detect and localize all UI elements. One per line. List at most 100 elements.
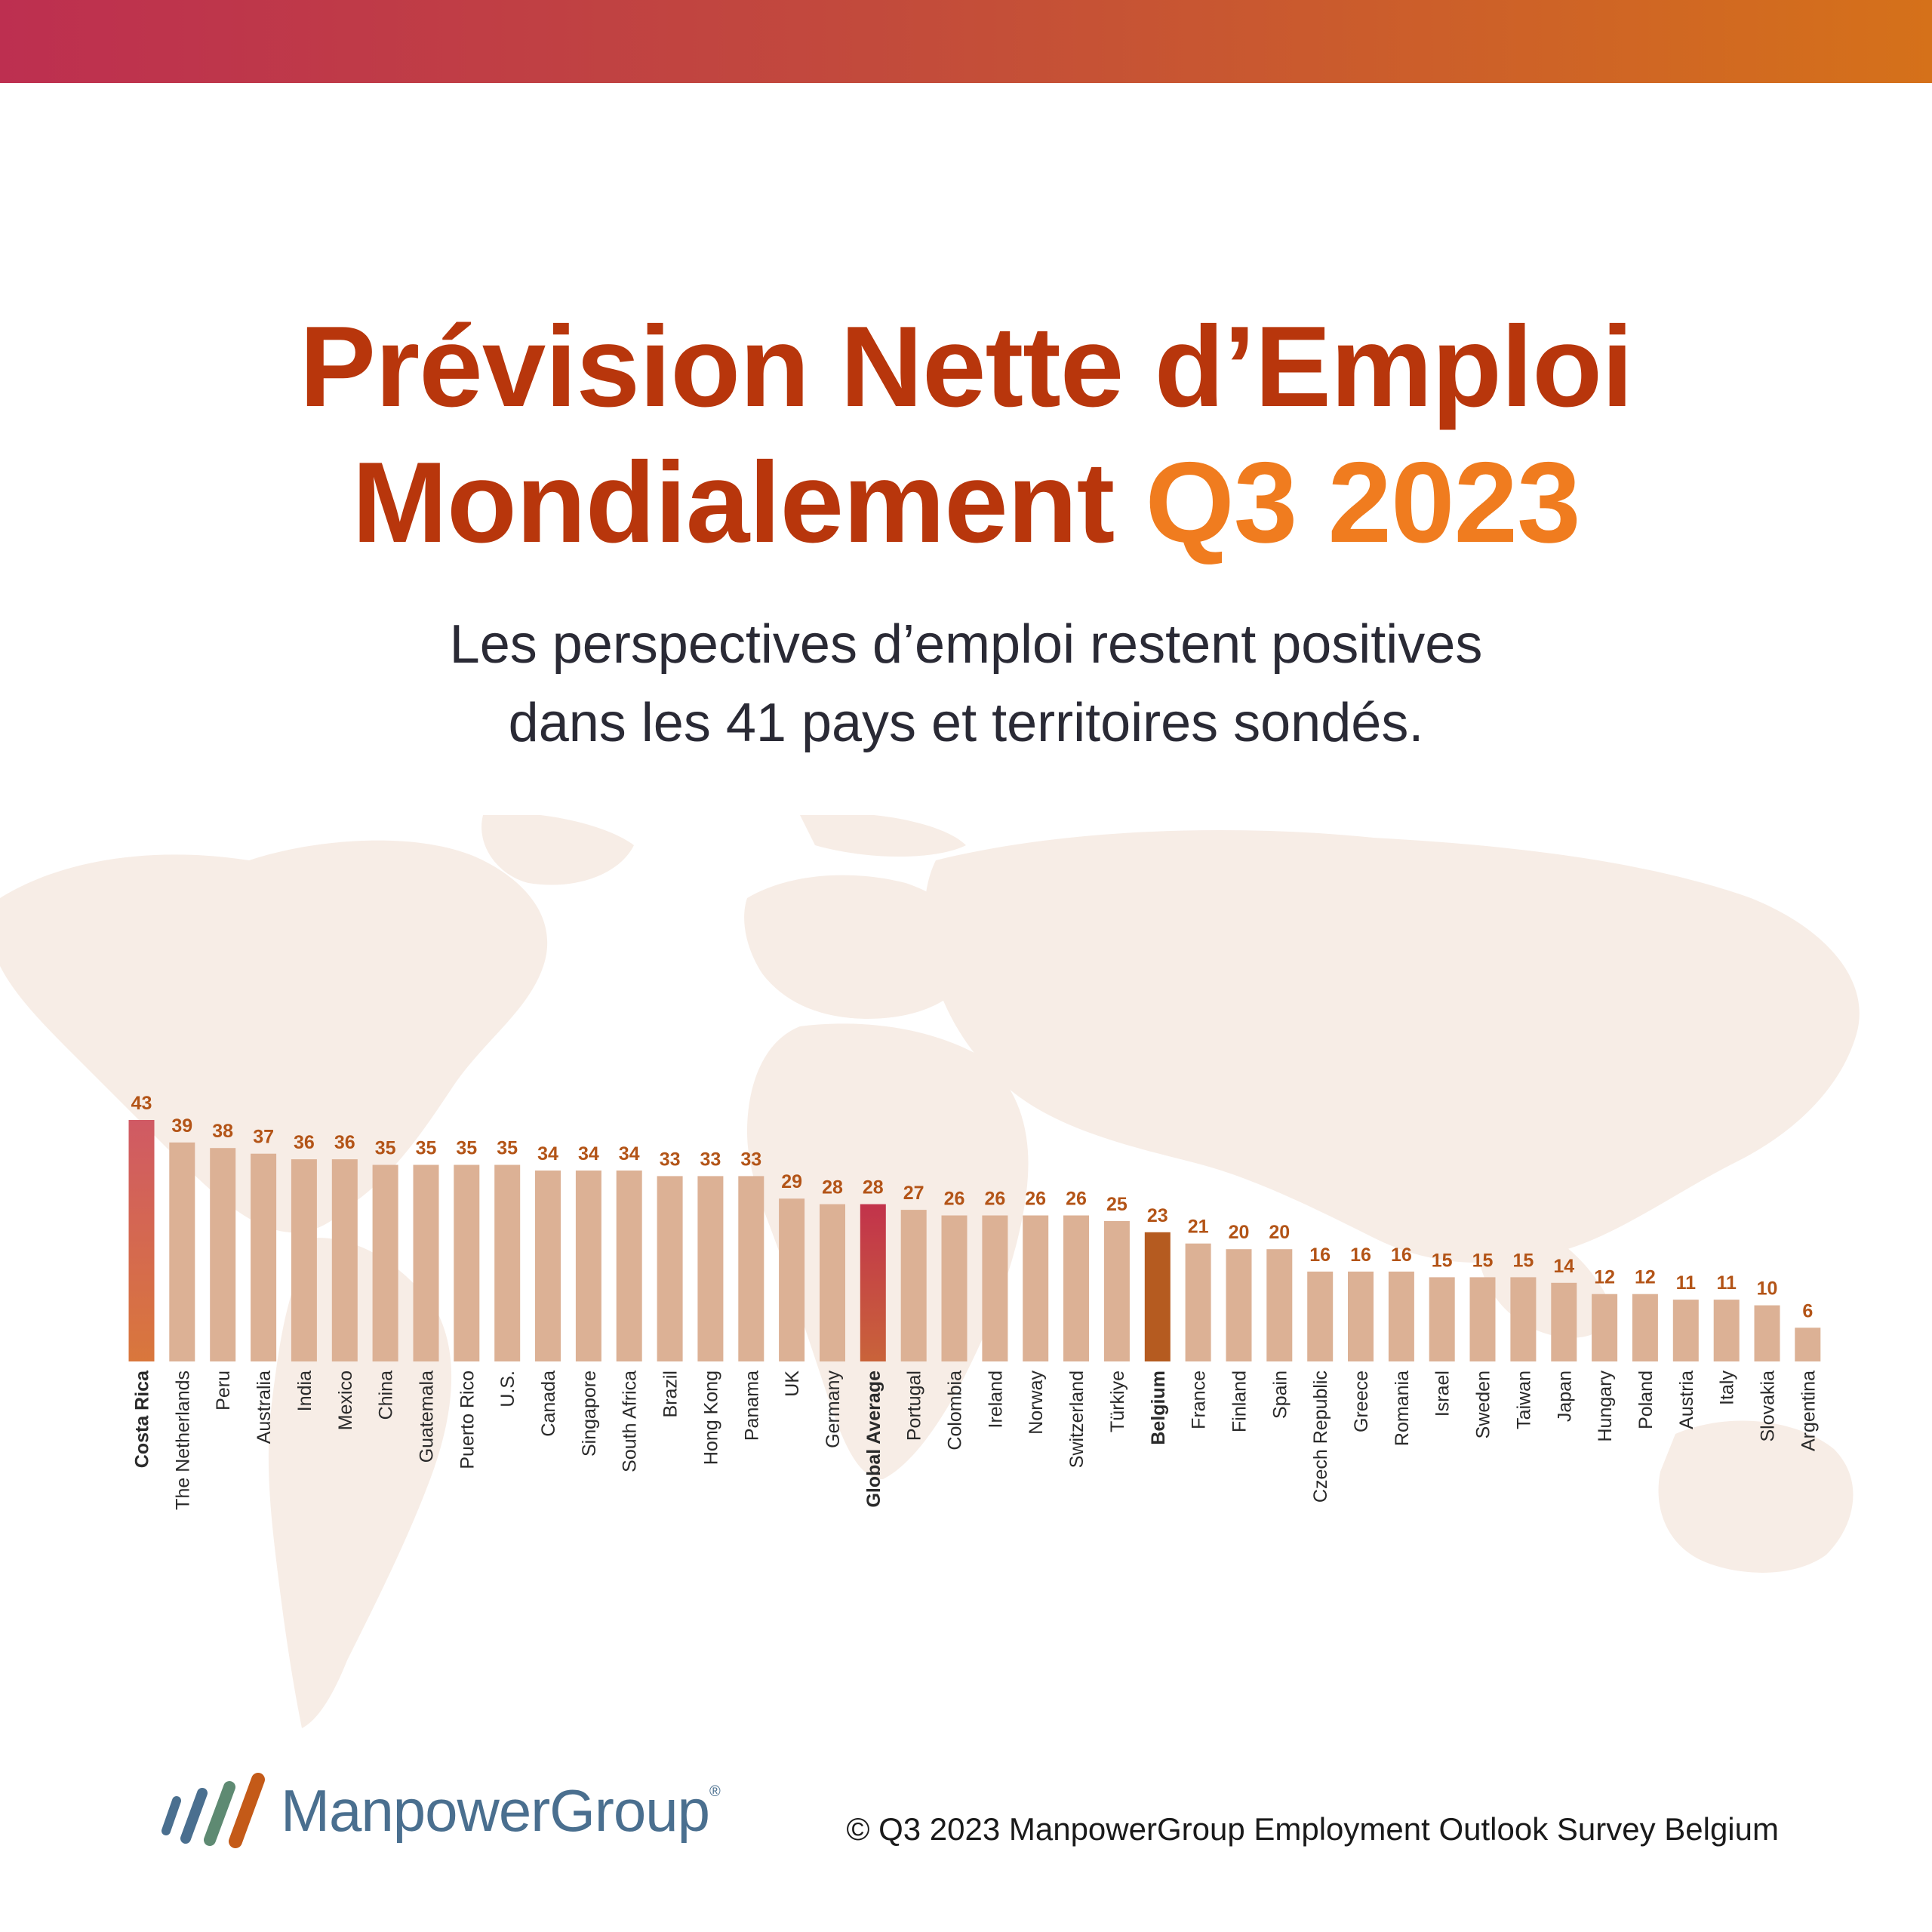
bar-czech-republic (1307, 1271, 1334, 1361)
value-label-italy: 11 (1716, 1272, 1737, 1294)
value-label-portugal: 27 (903, 1183, 924, 1204)
value-label-t-rkiye: 25 (1106, 1194, 1128, 1215)
bar-hungary (1592, 1294, 1618, 1361)
bar-costa-rica (128, 1120, 155, 1361)
value-label-greece: 16 (1350, 1244, 1371, 1266)
bar-france (1185, 1243, 1211, 1361)
bar-norway (1023, 1215, 1049, 1361)
value-label-belgium: 23 (1147, 1205, 1168, 1226)
category-label-global-average: Global Average (863, 1371, 884, 1508)
value-label-finland: 20 (1229, 1222, 1250, 1243)
category-label-italy: Italy (1717, 1371, 1738, 1405)
bar-singapore (575, 1171, 601, 1361)
value-label-costa-rica: 43 (131, 1093, 152, 1114)
category-label-belgium: Belgium (1148, 1371, 1169, 1445)
bar-global-average (860, 1204, 886, 1361)
category-label-japan: Japan (1554, 1371, 1575, 1422)
category-label-taiwan: Taiwan (1513, 1371, 1534, 1429)
value-label-spain: 20 (1269, 1222, 1290, 1243)
bar-canada (535, 1171, 561, 1361)
bar-u-s (494, 1164, 521, 1361)
title-quarter-accent: Q3 2023 (1145, 438, 1580, 567)
value-label-romania: 16 (1391, 1244, 1412, 1266)
value-label-india: 36 (294, 1132, 315, 1153)
value-label-norway: 26 (1025, 1189, 1046, 1210)
value-label-czech-republic: 16 (1309, 1244, 1331, 1266)
bar-finland (1226, 1249, 1252, 1361)
value-label-france: 21 (1188, 1217, 1209, 1238)
bar-india (291, 1159, 317, 1361)
category-label-panama: Panama (741, 1371, 762, 1441)
value-label-sweden: 15 (1472, 1250, 1494, 1271)
bar-portugal (900, 1210, 927, 1361)
value-label-mexico: 36 (334, 1132, 355, 1153)
bar-slovakia (1754, 1305, 1780, 1361)
bar-sweden (1469, 1277, 1496, 1361)
value-label-slovakia: 10 (1757, 1278, 1778, 1300)
category-label-guatemala: Guatemala (417, 1371, 438, 1463)
category-label-sweden: Sweden (1473, 1371, 1494, 1438)
value-label-panama: 33 (740, 1149, 761, 1170)
category-label-romania: Romania (1392, 1371, 1413, 1446)
bar-peru (210, 1148, 236, 1361)
value-label-poland: 12 (1635, 1267, 1656, 1288)
value-label-brazil: 33 (660, 1149, 681, 1170)
chart-title-line2: Mondialement Q3 2023 (0, 445, 1932, 560)
logo-wordmark: ManpowerGroup (281, 1777, 710, 1844)
bar-romania (1388, 1271, 1414, 1361)
value-label-uk: 29 (781, 1171, 802, 1192)
bar-greece (1348, 1271, 1374, 1361)
bar-hong-kong (697, 1176, 724, 1361)
value-label-taiwan: 15 (1512, 1250, 1534, 1271)
bar-switzerland (1063, 1215, 1089, 1361)
bar-uk (779, 1198, 805, 1361)
bar-spain (1266, 1249, 1293, 1361)
value-label-canada: 34 (537, 1143, 558, 1164)
category-label-south-africa: South Africa (620, 1371, 641, 1472)
category-label-germany: Germany (823, 1371, 844, 1448)
bar-japan (1551, 1282, 1577, 1361)
value-label-singapore: 34 (578, 1143, 599, 1164)
bar-belgium (1144, 1232, 1171, 1361)
manpowergroup-logo-text: ManpowerGroup® (281, 1781, 721, 1840)
category-label-finland: Finland (1229, 1371, 1251, 1432)
category-label-the-netherlands: The Netherlands (172, 1371, 193, 1510)
category-label-ireland: Ireland (985, 1371, 1006, 1428)
category-label-spain: Spain (1269, 1371, 1291, 1419)
bar-australia (251, 1153, 277, 1361)
bar-argentina (1795, 1327, 1821, 1361)
chart-title-line1: Prévision Nette d’Emploi (299, 303, 1634, 431)
category-label-uk: UK (782, 1371, 803, 1397)
category-label-greece: Greece (1351, 1371, 1372, 1432)
value-label-global-average: 28 (863, 1177, 884, 1198)
bar-taiwan (1510, 1277, 1537, 1361)
value-label-ireland: 26 (984, 1189, 1005, 1210)
bar-the-netherlands (169, 1142, 195, 1361)
subtitle-line2: dans les 41 pays et territoires sondés. (508, 693, 1424, 753)
category-label-india: India (294, 1371, 315, 1411)
category-label-australia: Australia (254, 1371, 275, 1444)
bar-guatemala (413, 1164, 439, 1361)
bar-germany (820, 1204, 845, 1361)
subtitle-line1: Les perspectives d’emploi restent positi… (449, 614, 1483, 675)
copyright-footer: © Q3 2023 ManpowerGroup Employment Outlo… (846, 1811, 1779, 1847)
manpowergroup-logo-icon (162, 1773, 265, 1848)
bar-south-africa (616, 1171, 642, 1361)
value-label-australia: 37 (253, 1127, 274, 1148)
bar-brazil (657, 1176, 683, 1361)
value-label-china: 35 (375, 1138, 396, 1159)
bar-poland (1632, 1294, 1658, 1361)
category-label-colombia: Colombia (945, 1371, 966, 1451)
category-label-hungary: Hungary (1595, 1371, 1616, 1442)
bar-panama (738, 1176, 764, 1361)
value-label-south-africa: 34 (619, 1143, 640, 1164)
category-label-costa-rica: Costa Rica (132, 1370, 153, 1468)
bars-group: 43 Costa Rica 39 The Netherlands 38 Peru 37 Aus… (128, 1093, 1821, 1510)
category-label-argentina: Argentina (1798, 1371, 1819, 1451)
value-label-guatemala: 35 (416, 1138, 437, 1159)
category-label-austria: Austria (1676, 1371, 1697, 1429)
value-label-switzerland: 26 (1066, 1189, 1087, 1210)
category-label-israel: Israel (1432, 1371, 1454, 1417)
value-label-puerto-rico: 35 (456, 1138, 477, 1159)
